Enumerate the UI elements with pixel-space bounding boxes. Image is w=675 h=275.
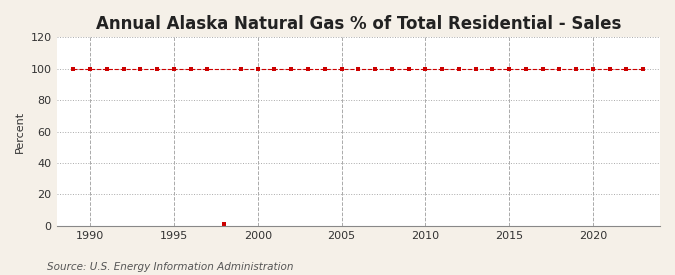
Y-axis label: Percent: Percent: [15, 111, 25, 153]
Text: Source: U.S. Energy Information Administration: Source: U.S. Energy Information Administ…: [47, 262, 294, 272]
Title: Annual Alaska Natural Gas % of Total Residential - Sales: Annual Alaska Natural Gas % of Total Res…: [96, 15, 621, 33]
